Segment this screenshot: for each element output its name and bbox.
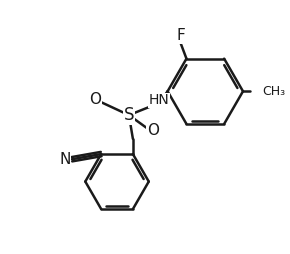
Text: CH₃: CH₃: [262, 85, 285, 98]
Text: O: O: [89, 92, 101, 107]
Text: F: F: [176, 28, 185, 43]
Text: O: O: [147, 123, 159, 138]
Text: HN: HN: [148, 93, 169, 107]
Text: S: S: [124, 106, 134, 124]
Text: N: N: [59, 152, 70, 167]
